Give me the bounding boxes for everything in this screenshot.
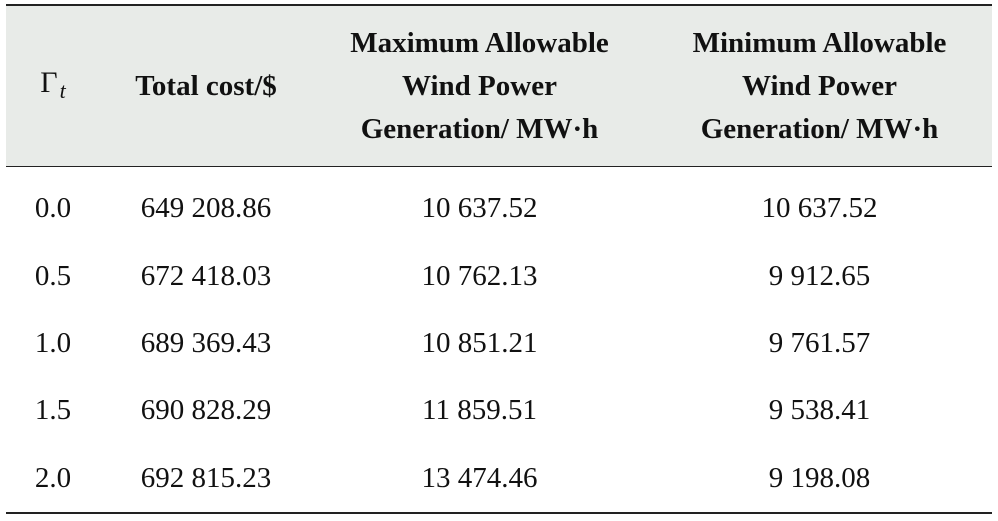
cell-total-cost: 689 369.43: [140, 327, 272, 359]
table-row: 1.5 690 828.29 11 859.51 9 538.41: [6, 377, 992, 444]
cell-max-wind: 11 859.51: [422, 394, 537, 426]
header-gamma: Γt: [6, 4, 100, 167]
header-min-wind-line-1: Minimum Allowable: [692, 26, 947, 59]
header-max-wind-line-3: Generation/ MW·h: [360, 112, 599, 145]
header-min-wind: Minimum Allowable Wind Power Generation/…: [647, 4, 992, 167]
cell-min-wind: 9 538.41: [768, 394, 871, 426]
header-max-wind-line-2: Wind Power: [402, 69, 557, 102]
table-row: 0.5 672 418.03 10 762.13 9 912.65: [6, 243, 992, 310]
cell-min-wind: 9 761.57: [768, 327, 871, 359]
cell-gamma: 0.5: [34, 260, 72, 292]
table-row: 2.0 692 815.23 13 474.46 9 198.08: [6, 444, 992, 514]
header-row: Γt Total cost/$ Maximum Allowable Wind P…: [6, 4, 992, 167]
cell-total-cost: 690 828.29: [140, 394, 272, 426]
cell-max-wind: 10 762.13: [421, 260, 538, 292]
cell-max-wind: 10 637.52: [421, 191, 538, 224]
header-max-wind: Maximum Allowable Wind Power Generation/…: [312, 4, 647, 167]
cell-gamma: 2.0: [6, 444, 100, 514]
cell-gamma: 1.5: [34, 394, 72, 426]
cell-min-wind: 10 637.52: [761, 191, 878, 224]
header-total-cost: Total cost/$: [100, 4, 312, 167]
cell-min-wind: 9 912.65: [768, 260, 871, 292]
cell-total-cost: 672 418.03: [140, 260, 272, 292]
table-header: Γt Total cost/$ Maximum Allowable Wind P…: [6, 4, 992, 167]
gamma-symbol: Γ: [40, 65, 58, 99]
cell-gamma: 1.0: [34, 327, 72, 359]
table-body: 0.0 649 208.86 10 637.52 10 637.52 0.5 6…: [6, 167, 992, 514]
header-max-wind-line-1: Maximum Allowable: [350, 26, 609, 59]
cell-total-cost: 649 208.86: [140, 191, 272, 224]
gamma-subscript: t: [59, 77, 66, 103]
table-row: 1.0 689 369.43 10 851.21 9 761.57: [6, 310, 992, 377]
cell-gamma: 0.0: [34, 191, 72, 224]
results-table-container: Γt Total cost/$ Maximum Allowable Wind P…: [6, 4, 992, 514]
cell-max-wind: 13 474.46: [312, 444, 647, 514]
table-row: 0.0 649 208.86 10 637.52 10 637.52: [6, 167, 992, 244]
header-min-wind-line-2: Wind Power: [742, 69, 897, 102]
header-min-wind-line-3: Generation/ MW·h: [700, 112, 939, 145]
cell-min-wind: 9 198.08: [647, 444, 992, 514]
results-table: Γt Total cost/$ Maximum Allowable Wind P…: [6, 4, 992, 514]
cell-max-wind: 10 851.21: [421, 327, 538, 359]
cell-total-cost: 692 815.23: [100, 444, 312, 514]
